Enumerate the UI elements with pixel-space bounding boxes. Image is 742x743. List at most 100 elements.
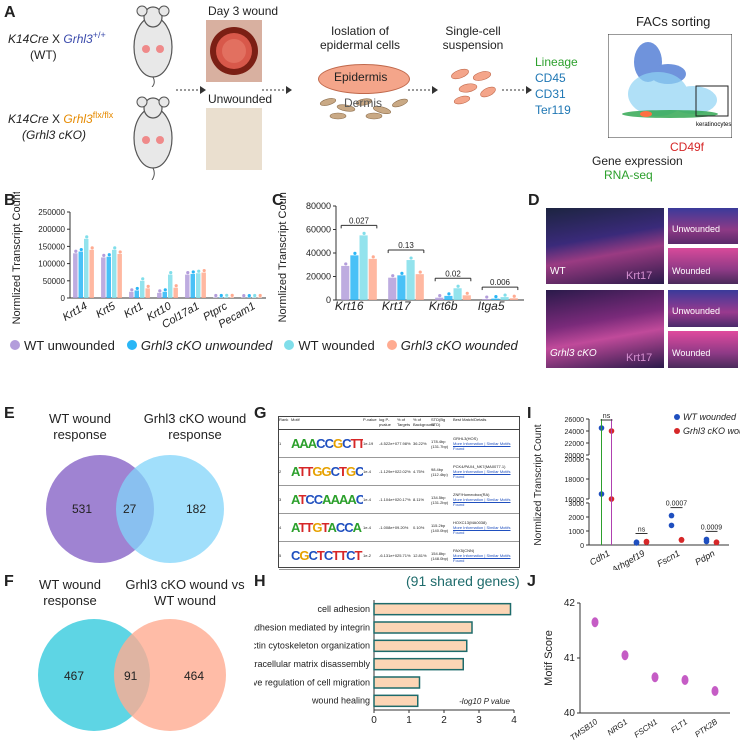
table-cell: 77.98% [397,441,411,446]
g-header-row: Rank Motif P-value log P-pvalue % of Tar… [279,417,519,430]
e-right-title: Grhl3 cKO wound response [143,411,247,442]
data-point [465,291,469,295]
bar [373,676,421,689]
match-name: PAX5(CNN) [453,548,475,553]
y-axis-label: Normlized Transcript Counts [277,192,289,322]
motif-logo: CGCTCTTCT [291,546,363,566]
motif-letter: G [345,463,356,479]
f-right-count: 464 [184,669,205,683]
bar [229,297,234,298]
bar [444,295,453,300]
bar [397,275,406,300]
bar [173,287,178,298]
motif-letter: C [342,435,351,451]
motif-row: 2ATTGGCTGC1e-4-1.129e+0122.02%4.75%98.4b… [279,458,519,486]
motif-letter: G [312,519,322,535]
bar [129,291,134,298]
category-label: wound healing [311,696,370,706]
table-cell: 0.10% [413,525,425,530]
motif-letter: A [338,491,348,507]
data-point [90,246,94,250]
isolation-label: Ioslation of epidermal cells [319,24,401,52]
data-point [503,293,507,297]
data-point [681,675,689,685]
match-link[interactable]: More Information | Similar Motifs Found [453,441,511,451]
histology-wt-wounded [668,248,738,284]
table-cell: 1e-2 [363,553,372,558]
motif-logo: ATCCAAAAC [291,490,363,510]
category-label: Arhgef19 [609,548,647,570]
venn-e [46,455,224,563]
y-tick-label: 150000 [38,242,65,251]
data-point [512,294,516,298]
match-link[interactable]: More Information | Similar Motifs Found [453,525,511,535]
data-point [668,522,675,529]
data-point [591,617,599,628]
bar [196,273,201,298]
panel-d: WT Krt17 Unwounded Wounded Grhl3 cKO Krt… [546,208,738,368]
data-point [130,288,134,292]
match-cell: PAX5(CNN) More Information | Similar Moti… [453,548,515,563]
data-point [253,293,257,298]
motif-logo: AAACCGCTT [291,434,363,454]
table-cell: 1e-4 [363,469,372,474]
bar [140,280,145,298]
legend-item: Grhl3 cKO unwounded [126,338,272,353]
table-cell: 9.20% [397,525,409,530]
bar [112,249,117,298]
marker-cd31: CD31 [535,87,566,101]
venn-e-right [116,455,224,563]
bar [73,253,78,298]
motif-letter: T [338,463,347,479]
arrow-icon [262,86,292,94]
match-link[interactable]: More Information | Similar Motifs Found [453,497,511,507]
match-link[interactable]: More Information | Similar Motifs Found [453,469,511,479]
match-cell: PCK4/PAX4_NK7(MA0077.1) More Information … [453,464,515,479]
y-tick-label: 50000 [43,277,66,286]
motif-letter: T [316,547,325,563]
legend-swatch [10,340,20,350]
data-point [711,686,719,696]
bar [190,273,195,298]
data-point [400,271,404,275]
facs-plot: keratinocytes [608,34,732,138]
marker-lineage: Lineage [535,55,578,69]
data-point [158,289,162,293]
bar [106,256,111,298]
d-unwounded-label-2: Unwounded [672,306,721,316]
bar [84,238,89,298]
table-cell: 115.2bp (140.0bp) [431,522,449,533]
panel-label-h: H [254,573,266,590]
gate-label: keratinocytes [696,122,731,128]
category-label: FSCN1 [632,717,659,739]
p-value-label: 0.006 [490,278,511,287]
motif-letter: A [352,519,362,535]
arrow-icon [502,86,532,94]
table-cell: 25.71% [397,553,411,558]
category-label: Krt6b [429,299,458,313]
f-overlap-count: 91 [124,669,138,683]
rnaseq-label: RNA-seq [604,168,653,182]
match-cell: GRHL3(HOS) More Information | Similar Mot… [453,436,515,451]
match-link[interactable]: More Information | Similar Motifs Found [453,553,511,563]
motif-row: 1AAACCGCTT1e-19-4.522e+0177.98%36.22%178… [279,430,519,458]
data-point [113,246,117,250]
chart-c: 0 20000 40000 60000 80000 Normlized Transcrip… [277,192,524,322]
y-tick-label: 40 [564,708,576,719]
panel-label-c: C [272,192,284,209]
y-tick-label: 100000 [38,260,65,269]
motif-letter: A [299,435,308,451]
category-label: extracellular matrix disassembly [254,659,370,669]
e-overlap-count: 27 [123,502,137,516]
d-unwounded-label-1: Unwounded [672,224,721,234]
unwounded-label: Unwounded [208,92,273,106]
bar [157,292,162,298]
legend-item: Grhl3 cKO wounded [386,338,518,353]
data-point [191,270,195,274]
table-cell: 4 [279,525,282,530]
data-point [703,536,710,543]
category-label: Krt5 [94,300,118,321]
x-tick-label: 4 [511,715,517,726]
facs-title: FACs sorting [636,14,711,29]
d-krt17-label-2: Krt17 [626,352,653,364]
